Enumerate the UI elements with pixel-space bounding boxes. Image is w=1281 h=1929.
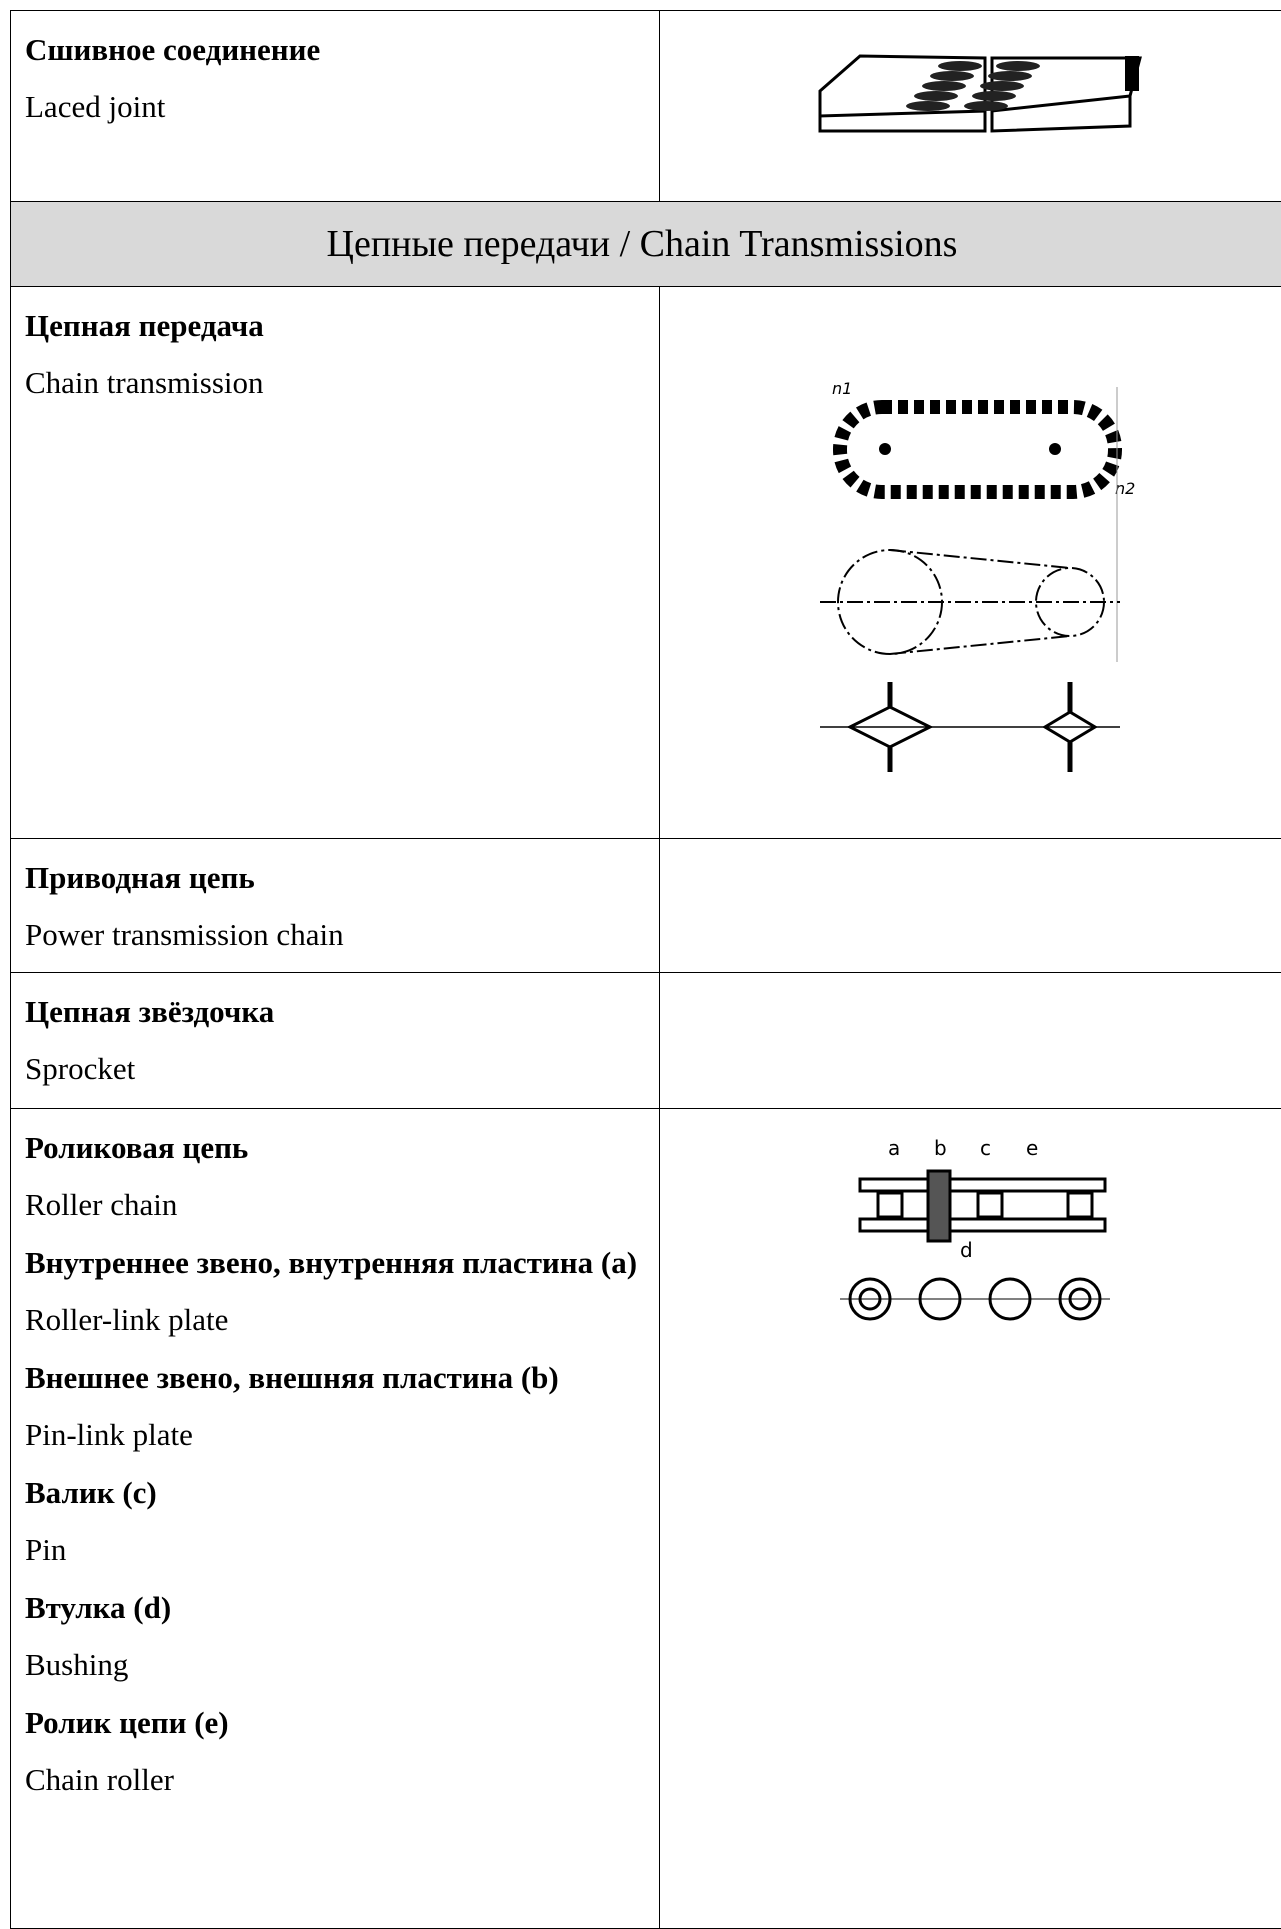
term-russian: Роликовая цепь <box>25 1127 645 1168</box>
term-cell: Цепная передача Chain transmission <box>11 287 660 839</box>
figure-label: n1 <box>832 379 852 398</box>
term-english: Sprocket <box>25 1048 645 1089</box>
table-row: Сшивное соединение Laced joint <box>11 11 1281 202</box>
chain-transmission-figure: n1 n2 <box>660 332 1281 772</box>
section-title: Цепные передачи / Chain Transmissions <box>11 222 1273 266</box>
term-russian: Ролик цепи (e) <box>25 1702 645 1743</box>
term-english: Chain transmission <box>25 362 645 403</box>
term-russian: Внешнее звено, внешняя пластина (b) <box>25 1357 645 1398</box>
term-cell: Сшивное соединение Laced joint <box>11 11 660 202</box>
laced-joint-figure <box>660 36 1281 156</box>
glossary-table: Сшивное соединение Laced joint Цепные пер… <box>10 10 1281 1929</box>
term-english: Laced joint <box>25 86 645 127</box>
table-row: Цепные передачи / Chain Transmissions <box>11 202 1281 287</box>
figure-cell: a b c e d <box>660 1109 1281 1929</box>
table-row: Цепная звёздочка Sprocket <box>11 973 1281 1109</box>
term-english: Pin-link plate <box>25 1414 645 1455</box>
table-row: Роликовая цепь Roller chain Внутреннее зве… <box>11 1109 1281 1929</box>
figure-cell <box>660 839 1281 973</box>
term-cell: Цепная звёздочка Sprocket <box>11 973 660 1109</box>
figure-cell <box>660 973 1281 1109</box>
term-russian: Валик (c) <box>25 1472 645 1513</box>
table-row: Приводная цепь Power transmission chain <box>11 839 1281 973</box>
section-header: Цепные передачи / Chain Transmissions <box>11 202 1281 287</box>
figure-label: a <box>888 1136 900 1160</box>
term-russian: Сшивное соединение <box>25 29 645 70</box>
term-english: Power transmission chain <box>25 914 645 955</box>
term-russian: Внутреннее звено, внутренняя пластина (a… <box>25 1242 645 1283</box>
term-cell: Роликовая цепь Roller chain Внутреннее зве… <box>11 1109 660 1929</box>
term-russian: Цепная звёздочка <box>25 991 645 1032</box>
term-english: Chain roller <box>25 1759 645 1800</box>
table-row: Цепная передача Chain transmission n1 n2 <box>11 287 1281 839</box>
term-russian: Втулка (d) <box>25 1587 645 1628</box>
figure-label: e <box>1026 1136 1038 1160</box>
figure-cell <box>660 11 1281 202</box>
figure-label: b <box>934 1136 947 1160</box>
roller-chain-figure: a b c e d <box>660 1119 1281 1359</box>
figure-label: c <box>980 1136 991 1160</box>
term-english: Bushing <box>25 1644 645 1685</box>
term-russian: Приводная цепь <box>25 857 645 898</box>
figure-cell: n1 n2 <box>660 287 1281 839</box>
term-cell: Приводная цепь Power transmission chain <box>11 839 660 973</box>
figure-label: n2 <box>1115 479 1135 498</box>
term-english: Roller chain <box>25 1184 645 1225</box>
term-english: Pin <box>25 1529 645 1570</box>
figure-label: d <box>960 1238 973 1262</box>
term-russian: Цепная передача <box>25 305 645 346</box>
term-english: Roller-link plate <box>25 1299 645 1340</box>
